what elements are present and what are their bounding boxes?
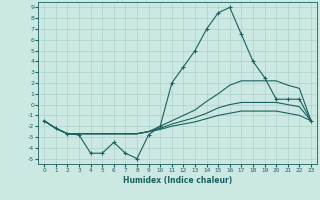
X-axis label: Humidex (Indice chaleur): Humidex (Indice chaleur) bbox=[123, 176, 232, 185]
